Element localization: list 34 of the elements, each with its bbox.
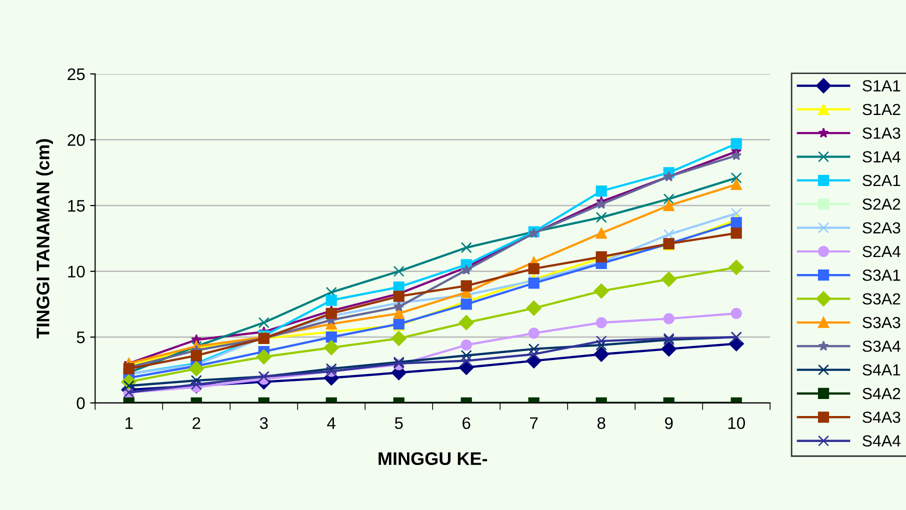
x-tick-label: 4 bbox=[327, 417, 336, 429]
x-tick-label: 5 bbox=[394, 417, 403, 430]
legend-label: S4A1 bbox=[862, 364, 900, 376]
legend-label: S1A3 bbox=[862, 128, 900, 139]
legend-label: S3A3 bbox=[862, 316, 900, 328]
legend-label: S2A4 bbox=[862, 246, 900, 258]
x-tick-label: 9 bbox=[665, 417, 673, 430]
x-tick-label: 6 bbox=[462, 417, 470, 430]
legend-label: S3A4 bbox=[862, 340, 900, 352]
legend-label: S1A1 bbox=[862, 80, 900, 92]
y-tick-label: 20 bbox=[68, 134, 85, 146]
y-tick-label: 0 bbox=[76, 397, 85, 410]
legend-label: S2A1 bbox=[862, 174, 900, 186]
legend-label: S4A2 bbox=[862, 388, 900, 400]
x-axis-title: MINGGU KE- bbox=[378, 452, 488, 466]
legend-label: S4A4 bbox=[862, 435, 900, 447]
y-tick-label: 15 bbox=[68, 200, 85, 212]
y-tick-label: 5 bbox=[76, 332, 85, 344]
x-tick-label: 3 bbox=[260, 417, 268, 430]
legend-label: S2A2 bbox=[862, 198, 900, 210]
x-tick-label: 2 bbox=[192, 417, 200, 429]
legend-label: S1A4 bbox=[862, 151, 900, 162]
y-tick-label: 10 bbox=[68, 266, 85, 278]
x-tick-label: 8 bbox=[597, 417, 606, 430]
y-axis-title: TINGGI TANAMAN (cm) bbox=[36, 139, 53, 338]
x-tick-label: 10 bbox=[728, 417, 745, 430]
legend-label: S4A3 bbox=[862, 412, 900, 423]
legend-label: S3A2 bbox=[862, 293, 900, 305]
x-tick-label: 1 bbox=[126, 417, 133, 429]
legend-label: S2A3 bbox=[862, 222, 900, 234]
x-tick-label: 7 bbox=[530, 417, 538, 429]
legend-label: S1A2 bbox=[862, 104, 900, 116]
y-tick-label: 25 bbox=[68, 68, 85, 80]
legend-label: S3A1 bbox=[862, 270, 900, 281]
